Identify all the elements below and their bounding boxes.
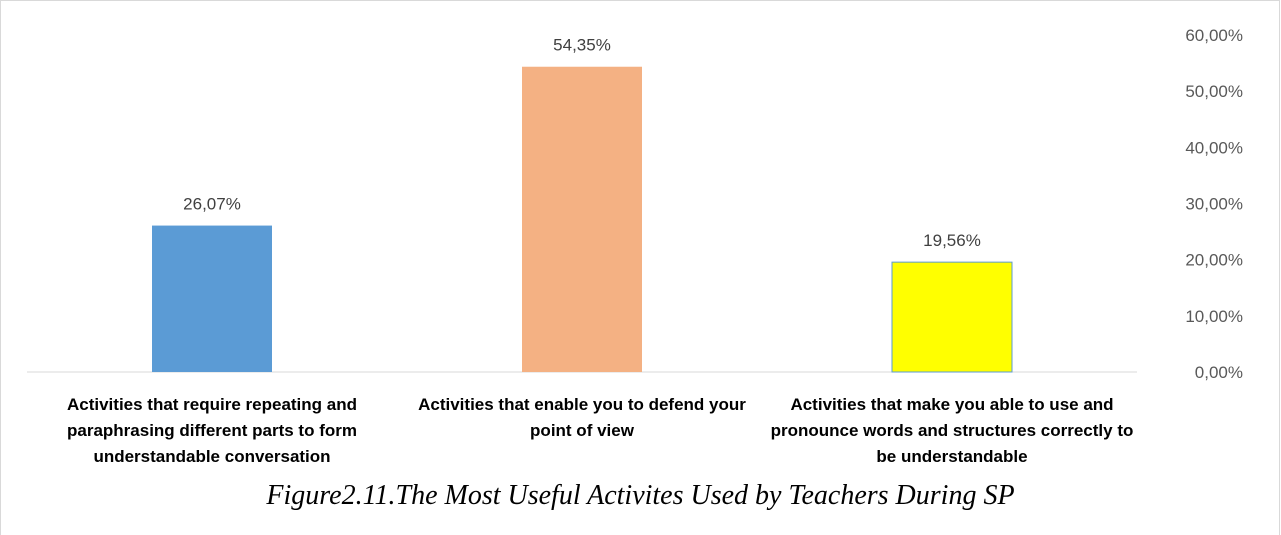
y-tick-label-2: 20,00%: [1185, 251, 1243, 270]
bar-3: [891, 261, 1013, 373]
y-tick-label-1: 10,00%: [1185, 307, 1243, 326]
y-tick-label-5: 50,00%: [1185, 82, 1243, 101]
y-tick-label-0: 0,00%: [1195, 363, 1243, 382]
category-label-3: Activities that make you able to use and…: [770, 395, 1134, 466]
category-label-1: Activities that require repeating and pa…: [66, 395, 357, 466]
category-label-2: Activities that enable you to defend you…: [418, 395, 746, 440]
bar-1: [152, 225, 272, 372]
bars-group: [152, 66, 1013, 373]
data-labels-group: 26,07% 54,35% 19,56%: [183, 36, 981, 250]
y-tick-label-4: 40,00%: [1185, 138, 1243, 157]
figure-caption: Figure2.11.The Most Useful Activites Use…: [266, 480, 1015, 511]
y-axis-ticks-group: 0,00% 10,00% 20,00% 30,00% 40,00% 50,00% 60,00…: [1185, 26, 1243, 382]
y-tick-label-3: 30,00%: [1185, 195, 1243, 214]
y-tick-label-6: 60,00%: [1185, 26, 1243, 45]
data-label-2: 54,35%: [553, 36, 611, 55]
data-label-3: 19,56%: [923, 231, 981, 250]
bar-2: [522, 66, 642, 373]
data-label-1: 26,07%: [183, 195, 241, 214]
